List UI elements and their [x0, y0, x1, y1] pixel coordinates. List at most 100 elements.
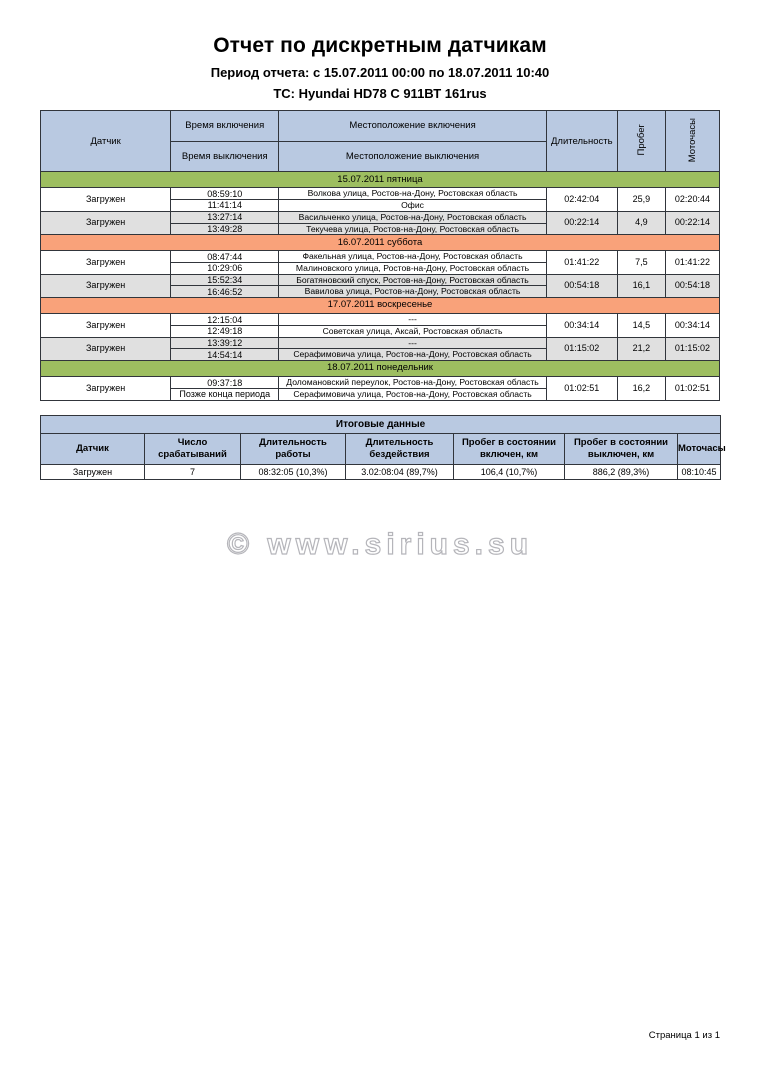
summary-header-row: Датчик Число срабатываний Длительность раб… — [40, 432, 726, 465]
cell-mileage: 14,5 — [616, 313, 666, 338]
table-row: 11:41:14 Офис — [41, 199, 720, 212]
cell-time-on: 13:27:14 — [170, 210, 280, 224]
table-row: Загружен 15:52:34 Богатяновский спуск, Рос… — [39, 273, 721, 299]
day-separator-row: 18.07.2011 понедельник — [40, 360, 720, 378]
table-row: Загружен 12:15:04 --- 00:34:14 14,5 00:34:14 — [39, 313, 721, 338]
day-separator-label: 18.07.2011 понедельник — [40, 360, 720, 378]
table-row: Загружен 13:39:12 --- 01:15:02 21,2 01:15:02 — [39, 336, 721, 362]
cell-duration: 01:15:02 — [545, 336, 618, 362]
watermark: © www.sirius.su — [40, 527, 720, 562]
cell-time-off: 10:29:06 — [170, 262, 280, 275]
summary-cell-work-duration: 08:32:05 (10,3%) — [240, 463, 346, 480]
table-row: Загружен 09:37:18 Доломановский переулок, … — [39, 376, 721, 401]
cell-location-on: Богатяновский спуск, Ростов-на-Дону, Рос… — [278, 273, 547, 287]
cell-time-on: 15:52:34 — [170, 273, 280, 287]
summary-cell-mileage-off: 886,2 (89,3%) — [564, 463, 678, 480]
cell-time-off: Позже конца периода — [170, 387, 280, 401]
cell-engine-hours: 01:02:51 — [664, 376, 721, 401]
cell-time-on: 08:47:44 — [170, 250, 280, 263]
day-separator-row: 15.07.2011 пятница — [40, 171, 720, 189]
day-separator-row: 17.07.2011 воскресенье — [40, 297, 720, 315]
summary-title-row: Итоговые данные — [39, 414, 722, 434]
cell-mileage: 16,2 — [616, 376, 666, 401]
cell-location-on: Васильченко улица, Ростов-на-Дону, Росто… — [278, 210, 547, 224]
cell-location-on: --- — [278, 336, 547, 350]
cell-location-on: Волкова улица, Ростов-на-Дону, Ростовска… — [278, 187, 547, 201]
cell-engine-hours: 01:41:22 — [664, 250, 721, 275]
table-row: Загружен 08:47:44 Факельная улица, Ростов-… — [39, 250, 721, 275]
cell-location-off: Серафимовича улица, Ростов-на-Дону, Рост… — [278, 387, 547, 401]
table-row: 10:29:06 Малиновского улица, Ростов-на-До… — [41, 262, 720, 275]
summary-header-6: Моточасы — [676, 432, 726, 465]
header-sensor: Датчик — [39, 110, 172, 173]
cell-sensor: Загружен — [39, 273, 172, 299]
cell-duration: 00:34:14 — [545, 313, 618, 338]
summary-header-2: Длительность работы — [240, 432, 346, 465]
cell-time-on: 13:39:12 — [170, 336, 280, 350]
summary-header-4: Пробег в состоянии включен, км — [453, 432, 565, 465]
cell-mileage: 25,9 — [616, 187, 666, 212]
cell-sensor: Загружен — [39, 336, 172, 362]
cell-duration: 02:42:04 — [545, 187, 618, 212]
detail-header-row-1: Датчик Время включения Местоположение вклю… — [39, 110, 721, 173]
cell-engine-hours: 00:22:14 — [664, 210, 721, 236]
day-separator-label: 17.07.2011 воскресенье — [40, 297, 720, 315]
cell-time-off: 16:46:52 — [170, 285, 280, 299]
cell-engine-hours: 02:20:44 — [664, 187, 721, 212]
report-period: Период отчета: с 15.07.2011 00:00 по 18.… — [210, 65, 550, 81]
title-block: Отчет по дискретным датчикам Период отче… — [0, 0, 760, 101]
table-row: 16:46:52 Вавилова улица, Ростов-на-Дону, … — [41, 285, 720, 299]
summary-table: Итоговые данные Датчик Число срабатываний Д… — [39, 414, 726, 480]
watermark-text: © www.sirius.su — [226, 527, 534, 561]
table-row: 13:49:28 Текучева улица, Ростов-на-Дону, … — [41, 222, 720, 236]
page-footer: Страница 1 из 1 — [648, 1030, 720, 1041]
cell-mileage: 7,5 — [616, 250, 666, 275]
header-mileage: Пробег — [616, 110, 666, 173]
table-row: 14:54:14 Серафимовича улица, Ростов-на-До… — [41, 348, 720, 362]
cell-duration: 01:41:22 — [545, 250, 618, 275]
cell-engine-hours: 00:54:18 — [664, 273, 721, 299]
summary-header-5: Пробег в состоянии выключен, км — [564, 432, 678, 465]
detail-table-wrapper: Датчик Время включения Местоположение вклю… — [39, 110, 721, 401]
cell-location-on: --- — [278, 313, 547, 326]
cell-time-off: 12:49:18 — [170, 324, 280, 338]
day-separator-label: 15.07.2011 пятница — [40, 171, 720, 189]
cell-duration: 00:22:14 — [545, 210, 618, 236]
header-location-off: Местоположение выключения — [278, 140, 547, 173]
summary-header-3: Длительность бездействия — [345, 432, 454, 465]
cell-location-off: Малиновского улица, Ростов-на-Дону, Рост… — [278, 262, 547, 275]
table-row: Загружен 08:59:10 Волкова улица, Ростов-на… — [39, 187, 721, 212]
cell-location-off: Серафимовича улица, Ростов-на-Дону, Рост… — [278, 348, 547, 362]
cell-sensor: Загружен — [39, 210, 172, 236]
cell-time-on: 09:37:18 — [170, 376, 280, 389]
summary-cell-mileage-on: 106,4 (10,7%) — [453, 463, 565, 480]
cell-location-on: Доломановский переулок, Ростов-на-Дону, … — [278, 376, 547, 389]
header-engine-hours: Моточасы — [664, 110, 721, 173]
cell-engine-hours: 01:15:02 — [664, 336, 721, 362]
summary-title: Итоговые данные — [39, 414, 722, 434]
page-title: Отчет по дискретным датчикам — [213, 34, 547, 57]
cell-mileage: 21,2 — [616, 336, 666, 362]
detail-table: Датчик Время включения Местоположение вклю… — [39, 110, 721, 401]
cell-time-off: 14:54:14 — [170, 348, 280, 362]
cell-time-on: 12:15:04 — [170, 313, 280, 326]
summary-cell-idle-duration: 3.02:08:04 (89,7%) — [345, 463, 454, 480]
summary-cell-sensor: Загружен — [40, 463, 145, 480]
cell-sensor: Загружен — [39, 313, 172, 338]
report-vehicle: ТС: Hyundai HD78 С 911ВТ 161rus — [273, 85, 487, 101]
summary-header-0: Датчик — [40, 432, 145, 465]
cell-location-off: Вавилова улица, Ростов-на-Дону, Ростовск… — [278, 285, 547, 299]
summary-header-1: Число срабатываний — [144, 432, 241, 465]
cell-sensor: Загружен — [39, 187, 172, 212]
cell-engine-hours: 00:34:14 — [664, 313, 721, 338]
cell-time-on: 08:59:10 — [170, 187, 280, 201]
cell-sensor: Загружен — [39, 376, 172, 401]
summary-cell-engine-hours: 08:10:45 — [676, 463, 722, 480]
day-separator-label: 16.07.2011 суббота — [40, 234, 720, 252]
cell-mileage: 4,9 — [616, 210, 666, 236]
summary-cell-trigger-count: 7 — [144, 463, 241, 480]
cell-location-on: Факельная улица, Ростов-на-Дону, Ростовс… — [278, 250, 547, 263]
table-row: Позже конца периода Серафимовича улица, Р… — [41, 387, 720, 401]
cell-location-off: Офис — [278, 199, 547, 212]
